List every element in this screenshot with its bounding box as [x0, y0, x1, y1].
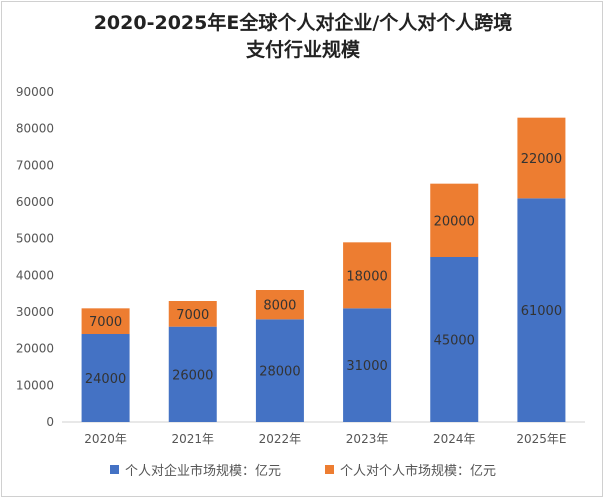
data-label: 31000: [346, 359, 387, 374]
data-label: 61000: [521, 304, 562, 319]
bar-b2b: [81, 334, 130, 422]
legend-item-p2p: 个人对个人市场规模：亿元: [325, 460, 496, 479]
data-label: 26000: [172, 368, 213, 383]
data-label: 24000: [85, 372, 126, 387]
bar-b2b: [517, 198, 566, 422]
x-tick-label: 2023年: [346, 432, 389, 446]
data-label: 45000: [434, 334, 475, 349]
chart-title: 2020-2025年E全球个人对企业/个人对个人跨境 支付行业规模: [0, 10, 606, 64]
data-label: 20000: [434, 214, 475, 229]
y-tick-label: 80000: [16, 122, 54, 136]
data-label: 8000: [263, 299, 296, 314]
y-tick-label: 60000: [16, 195, 54, 209]
bar-b2b: [343, 308, 392, 422]
data-label: 7000: [89, 315, 122, 330]
bar-p2p: [255, 290, 304, 320]
x-tick-label: 2021年: [171, 432, 214, 446]
x-tick-label: 2020年: [84, 432, 127, 446]
legend-label: 个人对企业市场规模：亿元: [124, 464, 281, 479]
y-tick-label: 30000: [16, 305, 54, 319]
x-tick-label: 2025年E: [516, 432, 566, 446]
bar-p2p: [168, 301, 217, 327]
legend-label: 个人对个人市场规模：亿元: [340, 464, 497, 479]
bar-b2b: [430, 257, 479, 422]
y-tick-label: 70000: [16, 158, 54, 172]
y-tick-label: 50000: [16, 232, 54, 246]
bar-b2b: [255, 319, 304, 422]
bar-p2p: [517, 117, 566, 199]
bar-p2p: [430, 183, 479, 257]
data-label: 7000: [176, 308, 209, 323]
bar-b2b: [168, 326, 217, 422]
bar-p2p: [81, 308, 130, 334]
y-tick-label: 10000: [16, 378, 54, 392]
y-tick-label: 0: [46, 415, 54, 429]
y-tick-label: 90000: [16, 85, 54, 99]
x-tick-label: 2024年: [433, 432, 476, 446]
legend: 个人对企业市场规模：亿元 个人对个人市场规模：亿元: [0, 460, 606, 479]
legend-swatch: [325, 465, 334, 474]
y-tick-label: 40000: [16, 268, 54, 282]
legend-item-b2b: 个人对企业市场规模：亿元: [109, 460, 281, 479]
chart-title-line1: 2020-2025年E全球个人对企业/个人对个人跨境: [93, 12, 513, 34]
data-label: 18000: [346, 269, 387, 284]
bar-p2p: [343, 242, 392, 309]
legend-swatch: [109, 465, 119, 474]
y-tick-label: 20000: [16, 342, 54, 356]
x-tick-label: 2022年: [259, 432, 302, 446]
data-label: 28000: [259, 365, 300, 380]
chart-title-line2: 支付行业规模: [245, 39, 360, 61]
data-label: 22000: [521, 152, 562, 167]
